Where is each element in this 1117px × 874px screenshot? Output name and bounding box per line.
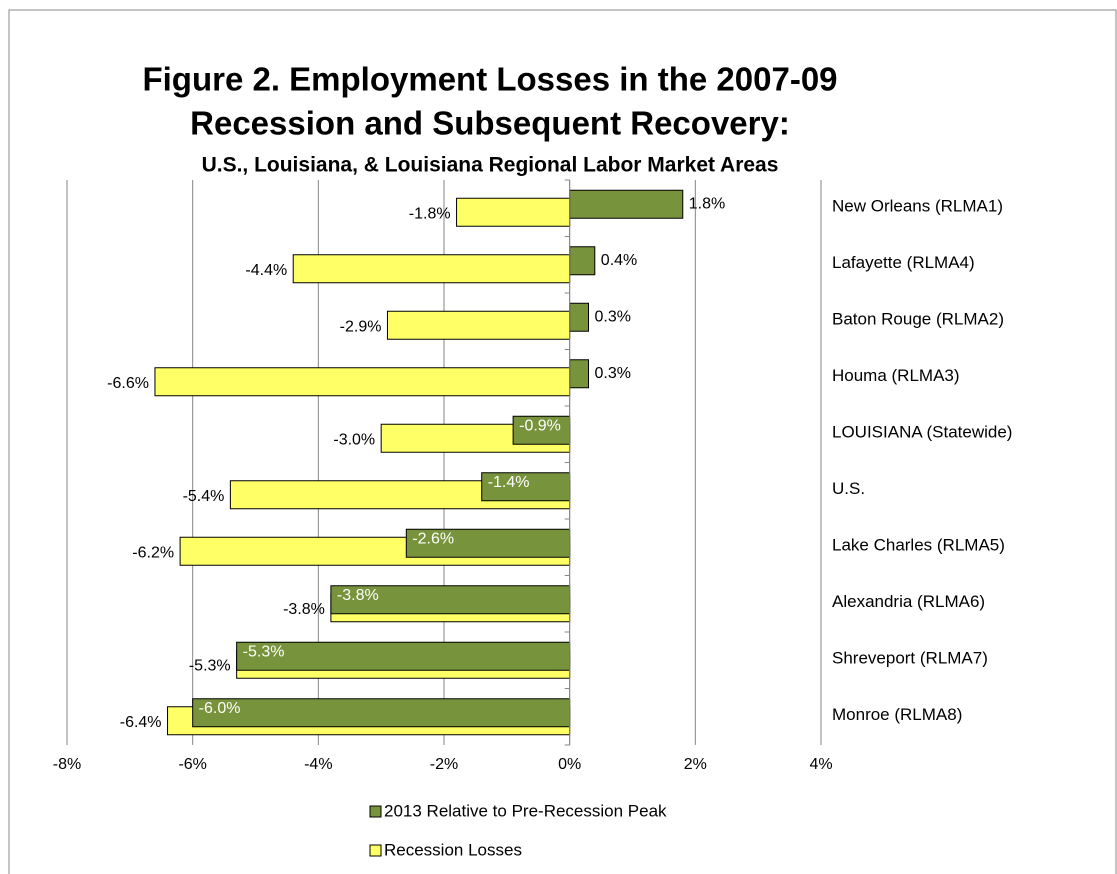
category-label: Houma (RLMA3) xyxy=(832,366,960,385)
bar xyxy=(292,254,571,284)
bar xyxy=(569,302,590,332)
x-tick-label: -8% xyxy=(53,756,81,773)
data-label: -1.4% xyxy=(488,474,530,491)
category-label: Shreveport (RLMA7) xyxy=(832,649,988,668)
data-label: 0.3% xyxy=(595,365,631,382)
x-tick-label: 4% xyxy=(809,756,832,773)
data-label: -0.9% xyxy=(519,417,561,434)
x-tick-label: 2% xyxy=(684,756,707,773)
data-label: -5.4% xyxy=(183,488,225,505)
bar xyxy=(456,197,571,227)
data-label: -5.3% xyxy=(243,643,285,660)
category-label: LOUISIANA (Statewide) xyxy=(832,423,1012,442)
data-label: -6.4% xyxy=(120,714,162,731)
data-label: 0.3% xyxy=(595,308,631,325)
data-label: -6.2% xyxy=(132,544,174,561)
x-tick-label: -2% xyxy=(430,756,458,773)
bar xyxy=(512,415,571,445)
bar xyxy=(569,189,684,219)
x-tick-label: -4% xyxy=(304,756,332,773)
data-label: 0.4% xyxy=(601,252,637,269)
data-label: -3.8% xyxy=(283,601,325,618)
chart-title: Figure 2. Employment Losses in the 2007-… xyxy=(142,61,837,98)
bar xyxy=(405,528,571,558)
data-label: -4.4% xyxy=(245,262,287,279)
bar xyxy=(569,359,590,389)
bar xyxy=(154,367,571,397)
data-label: -5.3% xyxy=(189,657,231,674)
bar xyxy=(330,585,571,615)
data-label: -2.6% xyxy=(412,530,454,547)
data-label: -6.0% xyxy=(199,700,241,717)
category-label: Baton Rouge (RLMA2) xyxy=(832,310,1004,329)
legend-label: Recession Losses xyxy=(384,840,522,859)
category-label: New Orleans (RLMA1) xyxy=(832,197,1003,216)
data-label: 1.8% xyxy=(689,195,725,212)
legend-swatch xyxy=(369,805,382,818)
bar xyxy=(569,246,596,276)
category-label: Lake Charles (RLMA5) xyxy=(832,536,1005,555)
category-label: Lafayette (RLMA4) xyxy=(832,253,975,272)
data-label: -2.9% xyxy=(340,318,382,335)
legend-swatch xyxy=(369,844,382,857)
data-label: -1.8% xyxy=(409,205,451,222)
data-label: -6.6% xyxy=(107,375,149,392)
x-tick-label: -6% xyxy=(178,756,206,773)
chart-subtitle: U.S., Louisiana, & Louisiana Regional La… xyxy=(202,154,779,177)
data-label: -3.8% xyxy=(337,587,379,604)
data-label: -3.0% xyxy=(333,431,375,448)
legend-label: 2013 Relative to Pre-Recession Peak xyxy=(384,801,667,820)
x-tick-label: 0% xyxy=(558,756,581,773)
category-label: Monroe (RLMA8) xyxy=(832,705,962,724)
bar xyxy=(236,641,571,671)
category-label: Alexandria (RLMA6) xyxy=(832,592,985,611)
category-label: U.S. xyxy=(832,479,865,498)
chart-title: Recession and Subsequent Recovery: xyxy=(190,105,790,142)
bar xyxy=(386,310,571,340)
bar xyxy=(192,698,571,728)
